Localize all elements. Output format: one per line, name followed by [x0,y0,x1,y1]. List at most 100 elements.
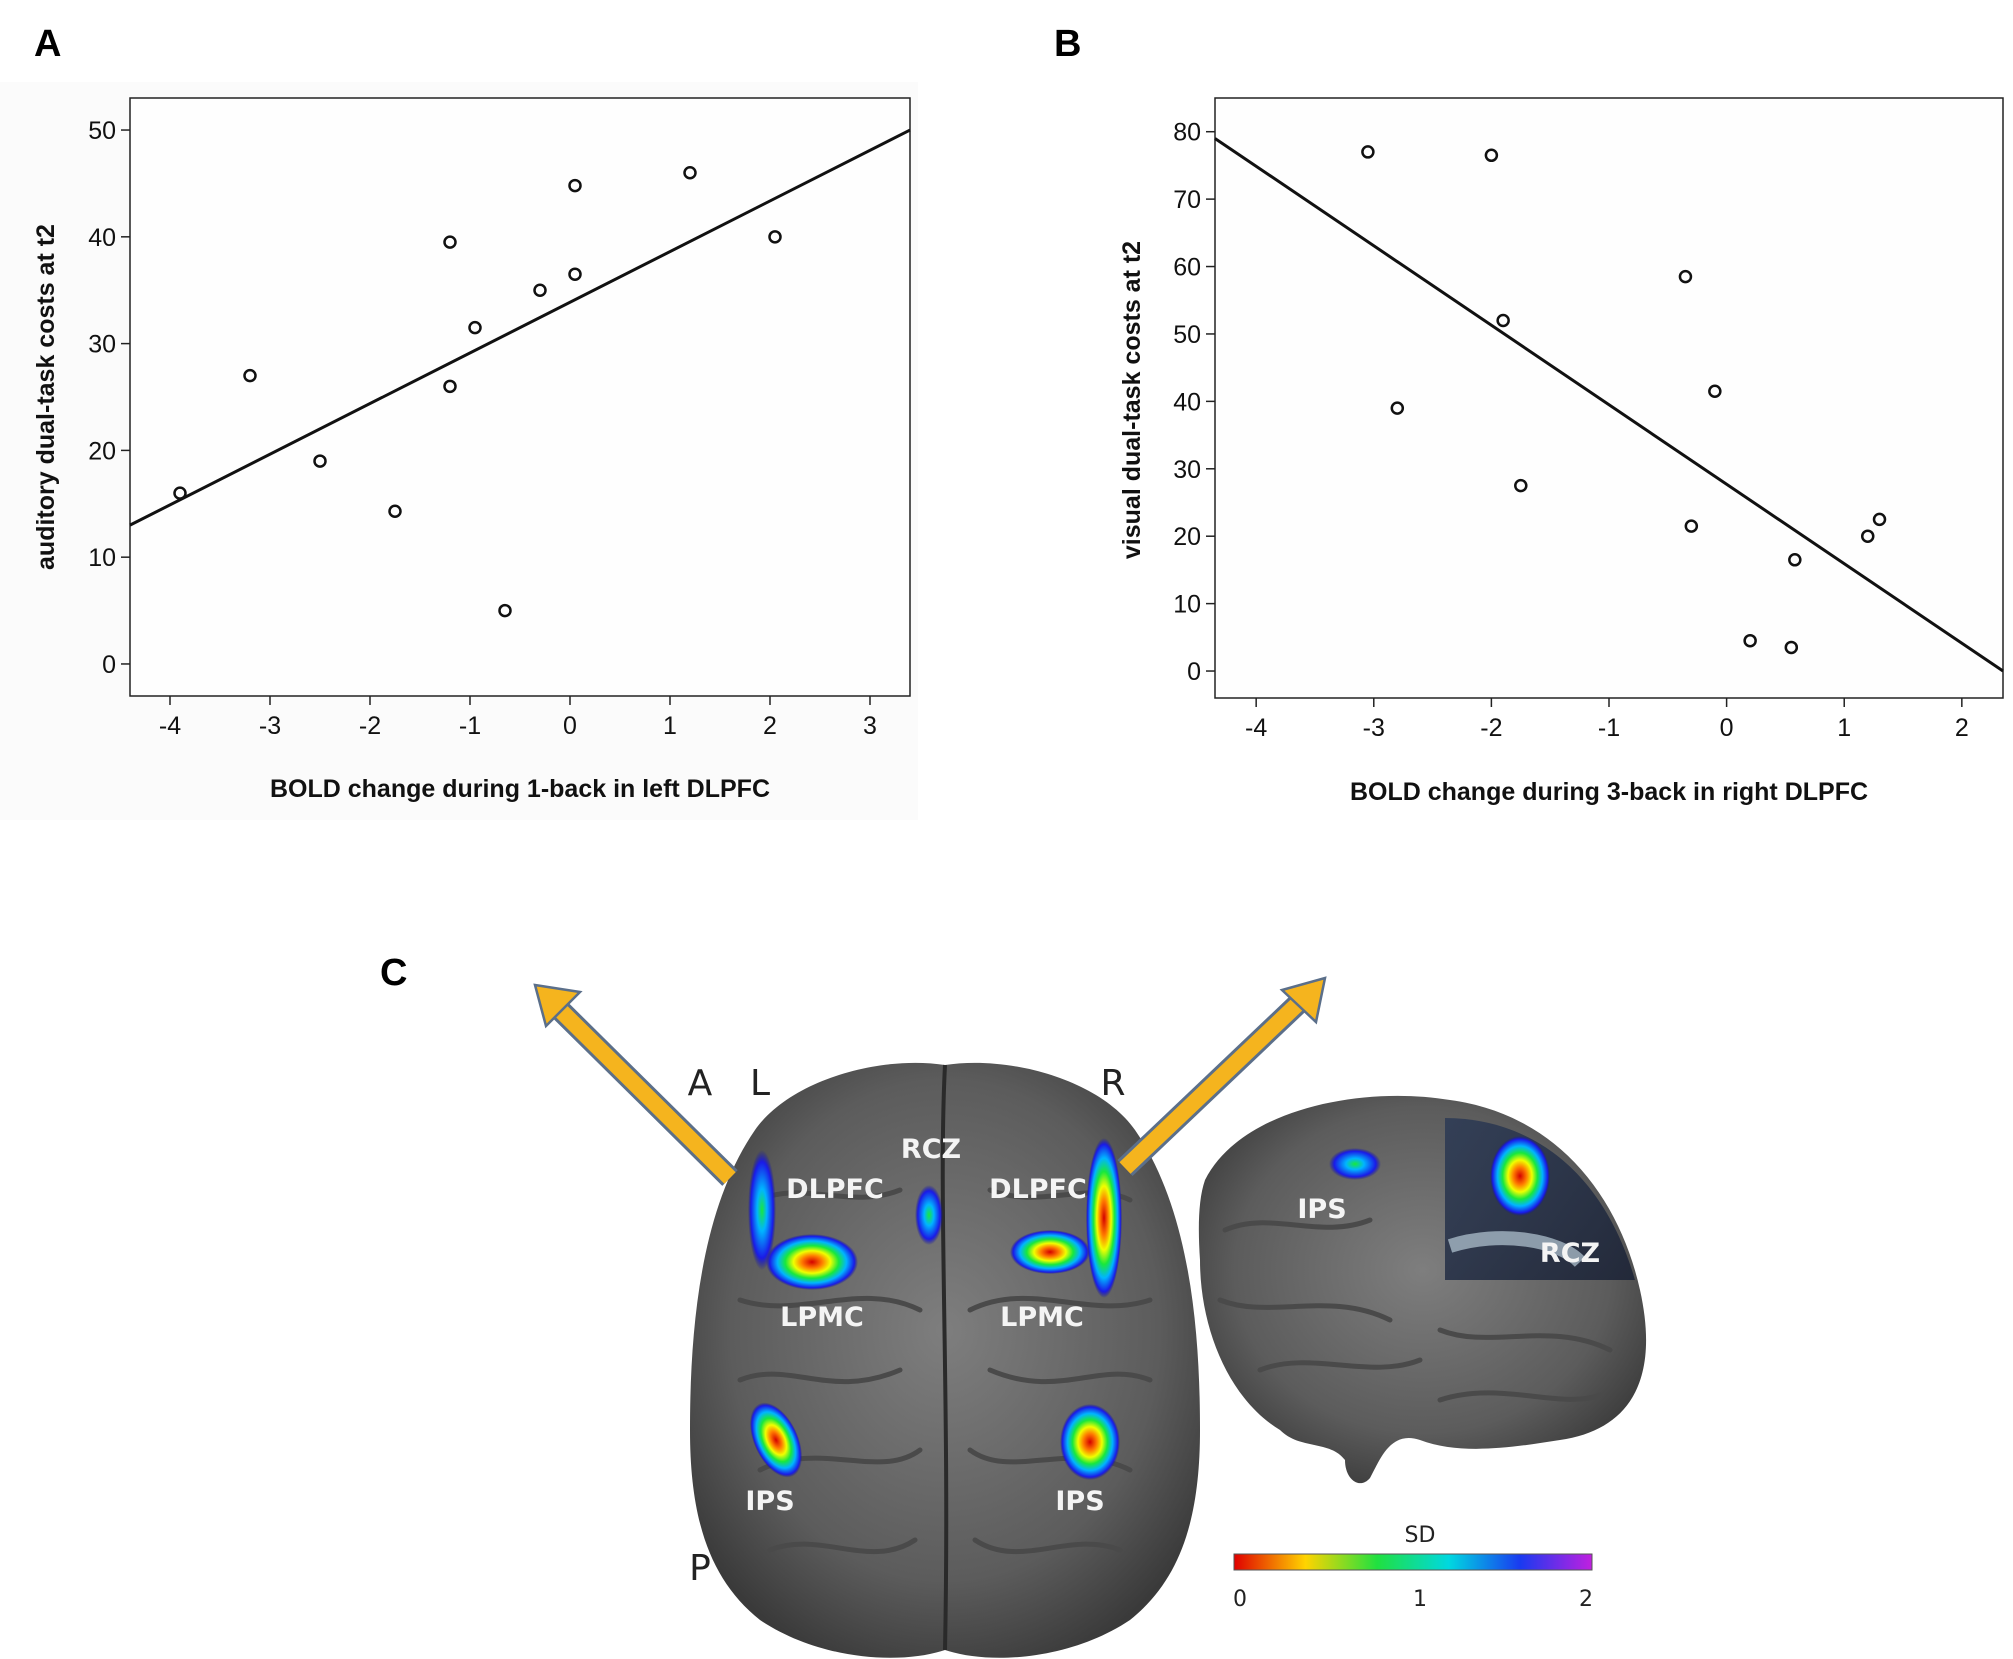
chart-b-xtick-label: 1 [1837,714,1851,742]
colorbar-tick-0: 0 [1233,1587,1247,1612]
chart-b-data-point [1872,512,1887,527]
chart-a-xtick-label: -3 [259,712,281,740]
chart-a-data-point [443,235,457,249]
label-ips-right: IPS [1055,1486,1104,1517]
chart-b-data-point [1484,148,1499,163]
chart-a-data-point [683,166,697,180]
chart-b-fit-line [1214,137,2004,673]
chart-a-data-point [313,454,327,468]
brain-axial-view: DLPFC RCZ DLPFC LPMC LPMC IPS IPS [690,1062,1200,1658]
activation-dlpfc-right [1086,1138,1122,1298]
activation-lpmc-right [1010,1230,1090,1274]
chart-a-data-point [768,230,782,244]
panel-a-letter: A [34,23,61,65]
chart-b-data-point [1514,478,1528,493]
label-ips-sagittal: IPS [1297,1194,1346,1225]
chart-b-xtick-label: 2 [1955,714,1969,742]
chart-b-xtick-label: -1 [1598,714,1620,742]
chart-a-data-point [533,283,547,297]
chart-b-xtick-label: 0 [1720,714,1734,742]
label-lpmc-left: LPMC [780,1302,864,1333]
chart-b-ytick-label: 30 [1173,456,1201,484]
orientation-anterior: A [688,1063,713,1104]
label-ips-left: IPS [745,1486,794,1517]
chart-a-data-point [173,486,187,500]
label-rcz-sagittal: RCZ [1540,1238,1600,1269]
chart-b-data-point [1708,384,1722,399]
chart-a-xtick-label: -1 [459,712,481,740]
arrow-to-chart-b [1117,976,1327,1176]
brain-midline [940,1064,949,1651]
label-lpmc-right: LPMC [1000,1302,1084,1333]
chart-b-data-point [1390,401,1405,415]
chart-a-xtick-label: 3 [863,712,877,740]
colorbar: SD 0 1 2 [1233,1523,1593,1612]
chart-b-ylabel: visual dual-task costs at t2 [1118,241,1146,559]
chart-a-xtick-label: -2 [359,712,381,740]
chart-b-data-point [1496,313,1510,328]
activation-lpmc-left [766,1234,858,1290]
chart-a-data-point [498,603,512,618]
arrow-to-chart-a [533,983,738,1186]
chart-a-ylabel: auditory dual-task costs at t2 [32,224,60,570]
chart-b-xtick-label: -3 [1363,714,1385,742]
chart-b-xlabel: BOLD change during 3-back in right DLPFC [1350,778,1868,806]
orientation-left: L [750,1063,770,1104]
activation-ips-left [749,1402,803,1478]
colorbar-gradient [1233,1553,1593,1571]
chart-a-xtick-label: -4 [159,712,181,740]
label-dlpfc-left: DLPFC [786,1174,884,1205]
chart-a-data-point [568,178,582,193]
chart-a-data-point [243,368,257,383]
chart-a-ytick-label: 0 [102,651,116,679]
chart-b-data-point [1743,633,1757,648]
chart-b-xtick-label: -4 [1245,714,1267,742]
activation-rcz-sagittal [1490,1136,1550,1216]
chart-b-ytick-label: 50 [1173,321,1201,349]
activation-rcz [915,1185,943,1245]
colorbar-tick-1: 1 [1413,1587,1427,1612]
chart-b-data-point [1684,519,1699,533]
chart-a-xtick-label: 2 [763,712,777,740]
panel-c-letter: C [380,952,407,994]
chart-b-plot-area [1214,97,2004,699]
chart-b-ytick-label: 80 [1173,119,1201,147]
chart-b-ytick-label: 40 [1173,388,1201,416]
chart-b-data-point [1678,269,1693,284]
chart-b-xtick-label: -2 [1480,714,1502,742]
brain-sagittal-view: IPS RCZ [1198,1095,1647,1484]
chart-b-ytick-label: 10 [1173,591,1201,619]
label-dlpfc-right: DLPFC [989,1174,1087,1205]
chart-a-ytick-label: 30 [88,331,116,359]
chart-b-data-point [1361,145,1375,159]
chart-b-ytick-label: 70 [1173,186,1201,214]
chart-a-ytick-label: 50 [88,117,116,145]
label-rcz-axial: RCZ [901,1134,961,1165]
chart-a-data-point [443,379,457,394]
sagittal-sulci [1217,1217,1613,1403]
chart-b-data-point [1784,640,1799,655]
chart-a-plot-area [129,97,911,697]
brain-sagittal-outline [1198,1095,1647,1484]
colorbar-tick-2: 2 [1579,1587,1593,1612]
chart-a-data-point [568,267,582,281]
chart-a-xtick-label: 0 [563,712,577,740]
rcz-cutaway-band [1447,1231,1586,1268]
activation-ips-right [1060,1404,1120,1480]
colorbar-title: SD [1405,1523,1436,1548]
chart-a-xtick-label: 1 [663,712,677,740]
chart-b-ytick-label: 0 [1187,658,1201,686]
chart-b-data-point [1788,553,1802,567]
orientation-right: R [1100,1063,1125,1104]
activation-dlpfc-left [748,1150,776,1270]
orientation-posterior: P [689,1548,711,1589]
chart-a-ytick-label: 20 [88,437,116,465]
chart-b-ytick-label: 20 [1173,523,1201,551]
chart-a-ytick-label: 40 [88,224,116,252]
chart-a-fit-line [129,128,911,527]
activation-ips-sagittal [1329,1148,1381,1180]
chart-a-xlabel: BOLD change during 1-back in left DLPFC [270,775,770,803]
